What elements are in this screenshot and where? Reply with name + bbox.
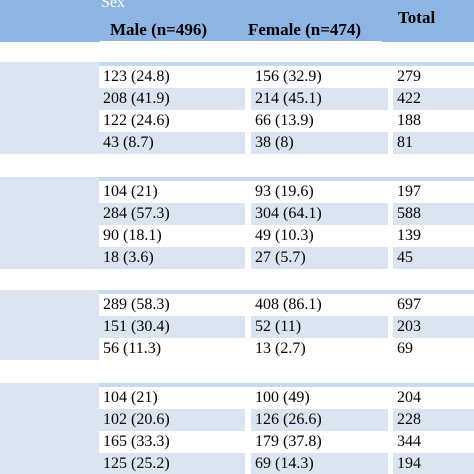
cell-male: 289 (58.3): [99, 294, 245, 316]
cell-total: 197: [393, 181, 474, 203]
cell-total: 81: [393, 132, 474, 154]
table-row: 208 (41.9) 214 (45.1) 422: [0, 88, 474, 110]
cell-total: 45: [393, 247, 474, 269]
cell-male: 43 (8.7): [99, 132, 245, 154]
cell-total: 203: [393, 316, 474, 338]
cell-total: 228: [393, 409, 474, 431]
cell-male: 208 (41.9): [99, 88, 245, 110]
column-header-male: Male (n=496): [110, 20, 208, 39]
cell-female: 66 (13.9): [251, 110, 388, 132]
section-band: [0, 177, 474, 181]
cell-total: 344: [393, 431, 474, 453]
cell-female: 304 (64.1): [251, 203, 388, 225]
cell-female: 52 (11): [251, 316, 388, 338]
cell-male: 123 (24.8): [99, 66, 245, 88]
cell-female: 408 (86.1): [251, 294, 388, 316]
section-spacer: [0, 270, 474, 290]
row-label-cell: [0, 383, 99, 474]
cell-male: 151 (30.4): [99, 316, 245, 338]
cell-total: 69: [393, 338, 474, 360]
header-divider: [100, 41, 382, 42]
table-row: 289 (58.3) 408 (86.1) 697: [0, 294, 474, 316]
cell-total: 194: [393, 453, 474, 474]
table-row: 125 (25.2) 69 (14.3) 194: [0, 453, 474, 474]
table-row: 104 (21) 93 (19.6) 197: [0, 181, 474, 203]
cell-female: 156 (32.9): [251, 66, 388, 88]
cell-total: 188: [393, 110, 474, 132]
row-label-cell: [0, 62, 99, 154]
group-header-sex: Sex: [101, 0, 125, 11]
cell-total: 422: [393, 88, 474, 110]
cell-female: 38 (8): [251, 132, 388, 154]
cell-female: 179 (37.8): [251, 431, 388, 453]
section-band: [0, 62, 474, 66]
table-row: 123 (24.8) 156 (32.9) 279: [0, 66, 474, 88]
section-spacer: [0, 42, 474, 62]
table-row: 43 (8.7) 38 (8) 81: [0, 132, 474, 154]
cell-female: 69 (14.3): [251, 453, 388, 474]
cell-female: 49 (10.3): [251, 225, 388, 247]
cell-male: 56 (11.3): [99, 338, 245, 360]
cell-female: 214 (45.1): [251, 88, 388, 110]
table-row: 90 (18.1) 49 (10.3) 139: [0, 225, 474, 247]
table-header: Sex Male (n=496) Female (n=474) Total: [0, 0, 474, 42]
column-header-total: Total: [398, 8, 436, 27]
cell-total: 279: [393, 66, 474, 88]
cell-female: 13 (2.7): [251, 338, 388, 360]
table-row: 102 (20.6) 126 (26.6) 228: [0, 409, 474, 431]
table-row: 18 (3.6) 27 (5.7) 45: [0, 247, 474, 269]
row-label-cell: [0, 290, 99, 360]
table-row: 56 (11.3) 13 (2.7) 69: [0, 338, 474, 360]
cell-male: 104 (21): [99, 181, 245, 203]
cell-female: 93 (19.6): [251, 181, 388, 203]
section-band: [0, 290, 474, 294]
cell-male: 90 (18.1): [99, 225, 245, 247]
cell-total: 204: [393, 387, 474, 409]
cell-male: 102 (20.6): [99, 409, 245, 431]
cell-female: 100 (49): [251, 387, 388, 409]
cell-female: 126 (26.6): [251, 409, 388, 431]
table-row: 165 (33.3) 179 (37.8) 344: [0, 431, 474, 453]
cell-female: 27 (5.7): [251, 247, 388, 269]
table-row: 122 (24.6) 66 (13.9) 188: [0, 110, 474, 132]
table-row: 104 (21) 100 (49) 204: [0, 387, 474, 409]
cell-male: 104 (21): [99, 387, 245, 409]
row-label-cell: [0, 177, 99, 269]
cell-male: 165 (33.3): [99, 431, 245, 453]
column-header-female: Female (n=474): [248, 20, 362, 39]
cell-male: 284 (57.3): [99, 203, 245, 225]
section-spacer: [0, 155, 474, 177]
cell-total: 588: [393, 203, 474, 225]
table-row: 284 (57.3) 304 (64.1) 588: [0, 203, 474, 225]
cell-total: 139: [393, 225, 474, 247]
section-spacer: [0, 361, 474, 383]
cell-male: 122 (24.6): [99, 110, 245, 132]
table-row: 151 (30.4) 52 (11) 203: [0, 316, 474, 338]
cell-total: 697: [393, 294, 474, 316]
cell-male: 18 (3.6): [99, 247, 245, 269]
section-band: [0, 383, 474, 387]
cell-male: 125 (25.2): [99, 453, 245, 474]
